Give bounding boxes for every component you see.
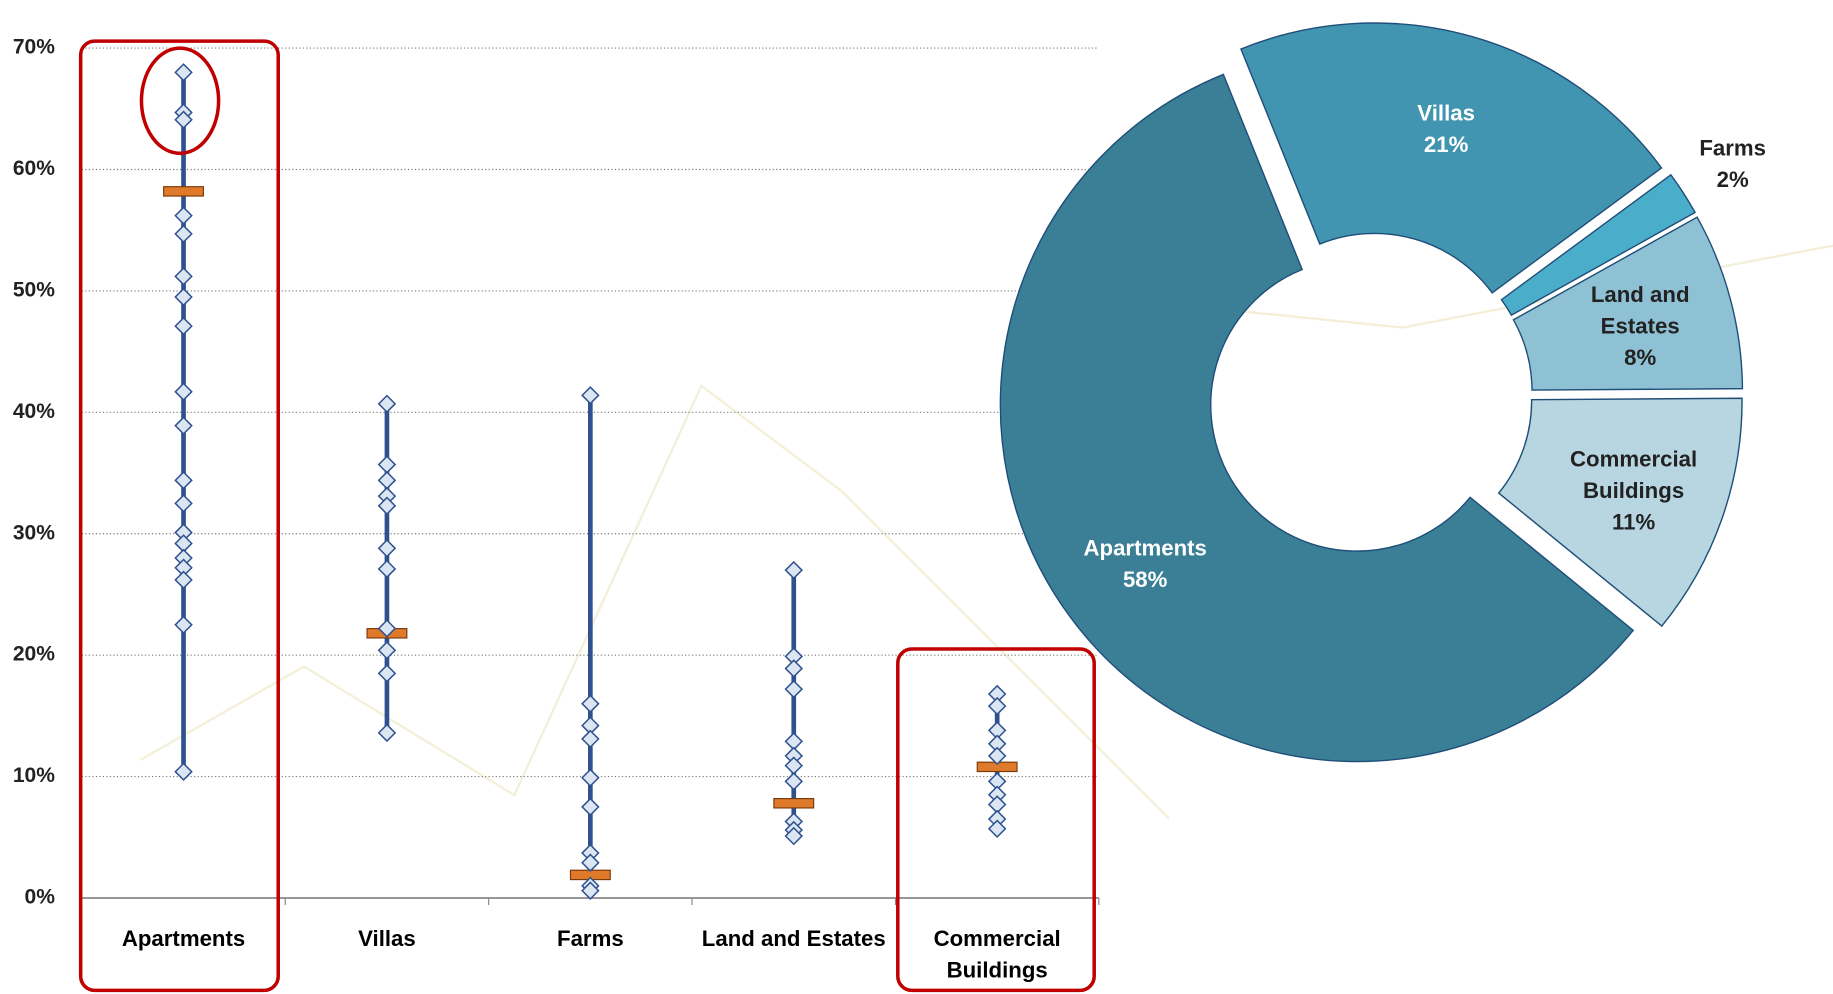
label-box: Land and Estates [701, 927, 886, 952]
slice-value: 8% [1624, 346, 1657, 372]
slice-label: Commercial Buildings 11% [1569, 439, 1698, 544]
slice-value: 58% [1122, 568, 1168, 593]
point [987, 819, 1007, 839]
point [174, 762, 193, 781]
point [377, 539, 397, 558]
slice-value: 11% [1611, 510, 1656, 536]
x-tick-label: Land and Estates [701, 927, 886, 952]
point [174, 615, 193, 635]
slice-name: Land and Estates [1590, 283, 1690, 340]
slice-name: Villas [1417, 101, 1475, 127]
point [581, 386, 600, 405]
point [581, 853, 600, 873]
y-tick-label: 30% [13, 521, 55, 544]
point [377, 496, 397, 516]
point [377, 471, 397, 490]
slice-name: Farms [1699, 137, 1766, 162]
point [377, 723, 397, 743]
point [174, 287, 193, 307]
y-tick-label: 20% [13, 643, 55, 666]
point [174, 316, 193, 336]
x-tick-label: Farms [557, 927, 624, 952]
point [581, 729, 600, 749]
y-tick-label: 50% [13, 278, 55, 301]
point [174, 416, 193, 435]
label-box: Farms 2% [1668, 113, 1797, 218]
point [377, 455, 397, 474]
point [174, 494, 193, 513]
donut-slice [1512, 216, 1744, 391]
point [987, 696, 1007, 716]
y-tick-label: 0% [25, 886, 56, 909]
point [581, 768, 600, 788]
label-box: Commercial Buildings [933, 927, 1061, 984]
x-tick-label: Apartments [121, 927, 246, 952]
label-box: Villas 21% [1382, 77, 1511, 182]
point [377, 619, 397, 638]
point [174, 570, 193, 590]
y-tick-label: 60% [13, 157, 55, 180]
label-box: Commercial Buildings 11% [1569, 439, 1698, 544]
point [784, 826, 804, 846]
point [174, 471, 193, 490]
point [377, 641, 397, 660]
point [581, 881, 600, 900]
highlight-box [896, 647, 1096, 993]
point [987, 746, 1007, 766]
label-box: Farms [557, 927, 624, 952]
slice-label: Land and Estates 8% [1576, 275, 1705, 380]
y-tick-label: 40% [13, 400, 55, 423]
point [174, 224, 193, 244]
median [163, 186, 204, 197]
label-box: Apartments [121, 927, 246, 952]
point [784, 756, 804, 775]
slice-label: Villas 21% [1382, 77, 1511, 182]
point [377, 664, 397, 683]
y-tick-label: 70% [13, 36, 55, 59]
point [784, 772, 804, 791]
donut-slice [1240, 22, 1663, 294]
slice-value: 21% [1423, 133, 1469, 159]
point [581, 797, 600, 817]
donut-slice [999, 73, 1635, 763]
slice-value: 2% [1716, 168, 1749, 194]
highlight-ellipse [139, 46, 221, 156]
slice-name: Commercial Buildings [1570, 447, 1698, 504]
highlight-box [78, 39, 280, 993]
point [784, 659, 804, 678]
point [784, 560, 804, 580]
label-box: Villas [358, 927, 416, 952]
label-box: Land and Estates 8% [1576, 275, 1705, 380]
slice-name: Apartments [1083, 536, 1207, 562]
point [784, 679, 804, 699]
x-tick-label: Commercial Buildings [933, 927, 1061, 984]
y-tick-label: 10% [13, 764, 55, 787]
point [581, 694, 600, 713]
x-tick-label: Villas [358, 927, 416, 952]
point [174, 63, 193, 82]
point [174, 206, 193, 225]
label-box: Apartments 58% [1081, 512, 1210, 617]
donut-slice [1500, 173, 1697, 317]
point [377, 394, 397, 414]
median [773, 798, 815, 809]
point [174, 267, 193, 286]
donut-slice [1497, 397, 1743, 628]
point [377, 559, 397, 579]
slice-label: Farms 2% [1668, 113, 1797, 218]
point [174, 382, 193, 401]
point [174, 110, 193, 129]
slice-label: Apartments 58% [1081, 512, 1210, 617]
